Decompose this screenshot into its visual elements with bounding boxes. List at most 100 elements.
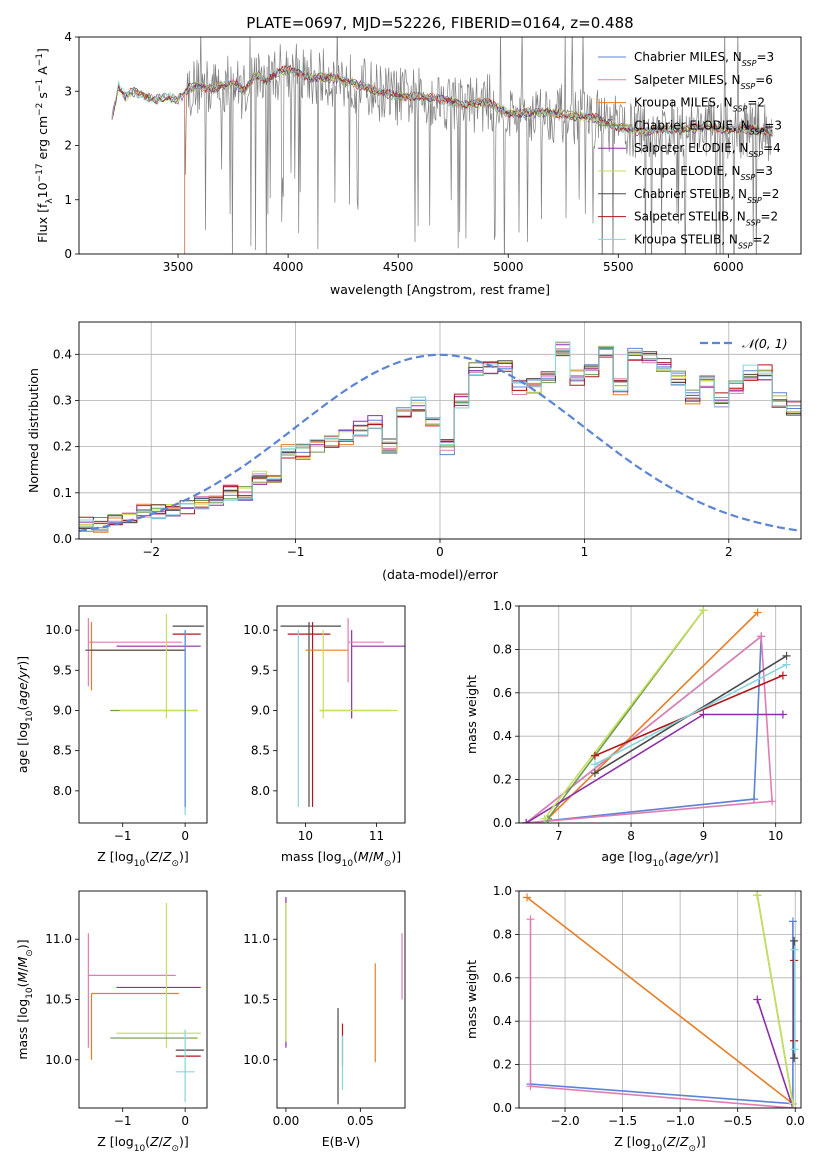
weight-marker: [526, 915, 535, 924]
label-part: /: [676, 1134, 681, 1149]
label-part: (data-model)/error: [382, 567, 499, 582]
label-part: /: [15, 967, 30, 972]
weight-marker: [750, 795, 758, 804]
x-tick-label: −1: [287, 545, 305, 559]
legend-label: Salpeter MILES, NSSP=6: [634, 73, 773, 91]
y-tick-label: 0.0: [493, 1101, 512, 1115]
legend-label: Kroupa STELIB, NSSP=2: [634, 232, 770, 250]
label-part: ⊙: [171, 1144, 179, 1154]
y-tick-label: 0.6: [493, 971, 512, 985]
weight-marker: [523, 893, 532, 902]
legend-label: 𝒩(0, 1): [742, 336, 788, 351]
y-tick-label: 0.2: [53, 440, 72, 454]
salpeter-elodie-weight-line: [756, 999, 794, 1108]
weight-marker: [753, 608, 762, 617]
y-tick-label: 8.0: [53, 784, 72, 798]
weight-marker: [788, 917, 797, 926]
label-part: erg cm: [35, 116, 50, 164]
legend-text: Kroupa MILES, N: [634, 96, 733, 110]
legend-value: =6: [755, 73, 773, 87]
label-part: (: [145, 1134, 150, 1149]
y-tick-label: 0.0: [493, 816, 512, 830]
y-tick-label: 0.0: [53, 532, 72, 546]
label-part: s: [35, 92, 50, 103]
label-part: mass weight: [464, 675, 479, 754]
legend-value: =2: [762, 187, 780, 201]
plot-area: [111, 37, 773, 254]
weight-marker: [757, 632, 766, 641]
label-part: mass [log: [281, 849, 342, 864]
legend-subscript: SSP: [746, 218, 761, 227]
label-part: 10: [651, 1144, 663, 1154]
label-part: )]: [696, 1134, 706, 1149]
label-part: 10: [134, 1144, 146, 1154]
legend-subscript: SSP: [741, 173, 756, 182]
legend-text: Salpeter STELIB, N: [634, 210, 746, 224]
label-part: Z: [149, 1134, 159, 1149]
label-part: (: [145, 849, 150, 864]
plot-area: [280, 618, 405, 807]
legend-subscript: SSP: [747, 195, 762, 204]
label-part: −2: [35, 103, 45, 116]
label-part: Z: [162, 849, 172, 864]
label-part: /: [159, 1134, 164, 1149]
label-part: )]: [15, 939, 30, 949]
y-tick-label: 10.0: [45, 1053, 72, 1067]
x-tick-label: −2: [142, 545, 160, 559]
legend-subscript: SSP: [733, 104, 748, 113]
weight-marker: [790, 945, 799, 954]
weight-marker: [790, 1054, 799, 1063]
x-axis-label: (data-model)/error: [382, 567, 499, 582]
y-tick-label: 9.5: [53, 663, 72, 677]
legend-subscript: SSP: [742, 59, 757, 68]
x-tick-label: 0.00: [273, 1114, 300, 1128]
plot-area: [87, 903, 204, 1102]
x-tick-label: 5000: [493, 260, 524, 274]
x-tick-label: 3500: [163, 260, 194, 274]
label-part: M: [15, 956, 30, 967]
y-tick-label: 0.1: [53, 486, 72, 500]
y-tick-label: 0.3: [53, 393, 72, 407]
label-part: Z [log: [97, 849, 133, 864]
label-part: )]: [15, 656, 30, 666]
label-part: A: [35, 66, 50, 79]
x-axis-label: wavelength [Angstrom, rest frame]: [330, 282, 550, 297]
axes-frame: [276, 890, 406, 1109]
y-tick-label: 8.0: [251, 784, 270, 798]
legend-label: Salpeter STELIB, NSSP=2: [634, 210, 778, 228]
axes-frame: [276, 605, 406, 824]
y-axis-label: mass weight: [464, 675, 479, 754]
label-part: ]: [35, 48, 50, 53]
plot-area: [522, 606, 791, 823]
legend-subscript: SSP: [750, 127, 765, 136]
label-part: 10: [35, 182, 50, 198]
kroupa-elodie-weight-line: [756, 895, 794, 1104]
label-part: )]: [709, 849, 719, 864]
label-part: Z: [679, 1134, 689, 1149]
label-part: age/yr: [15, 665, 30, 706]
y-tick-label: 10.0: [243, 1053, 270, 1067]
kroupa-stelib-weight-line: [594, 663, 787, 766]
x-tick-label: 7: [555, 829, 563, 843]
weight-marker: [590, 751, 599, 760]
x-tick-label: 6000: [713, 260, 744, 274]
y-tick-label: 0.2: [493, 1058, 512, 1072]
x-tick-label: 0: [436, 545, 444, 559]
mass-vs-metallicity-panel: −1 010.010.511.0Z [log10(Z/Z⊙)]mass [log1…: [15, 890, 208, 1154]
plot-area: [85, 614, 204, 815]
weight-marker: [753, 995, 762, 1004]
x-tick-label: 5500: [603, 260, 634, 274]
label-part: 10: [134, 859, 146, 869]
mass-vs-extinction-panel: 0.00 0.05 10.0 10.5 11.0 E(B-V): [243, 890, 406, 1149]
legend-value: =3: [755, 164, 773, 178]
x-tick-label: 11: [369, 829, 384, 843]
legend-text: Salpeter MILES, N: [634, 73, 741, 87]
chabrier-elodie-model-line: [111, 68, 773, 137]
legend-text: Chabrier MILES, N: [634, 50, 742, 64]
y-tick-label: 1: [64, 193, 72, 207]
label-part: 10: [653, 859, 665, 869]
y-axis-label: mass [log10(M/M⊙)]: [15, 939, 35, 1059]
axes-frame: [78, 321, 802, 540]
y-tick-label: 0.4: [53, 347, 72, 361]
